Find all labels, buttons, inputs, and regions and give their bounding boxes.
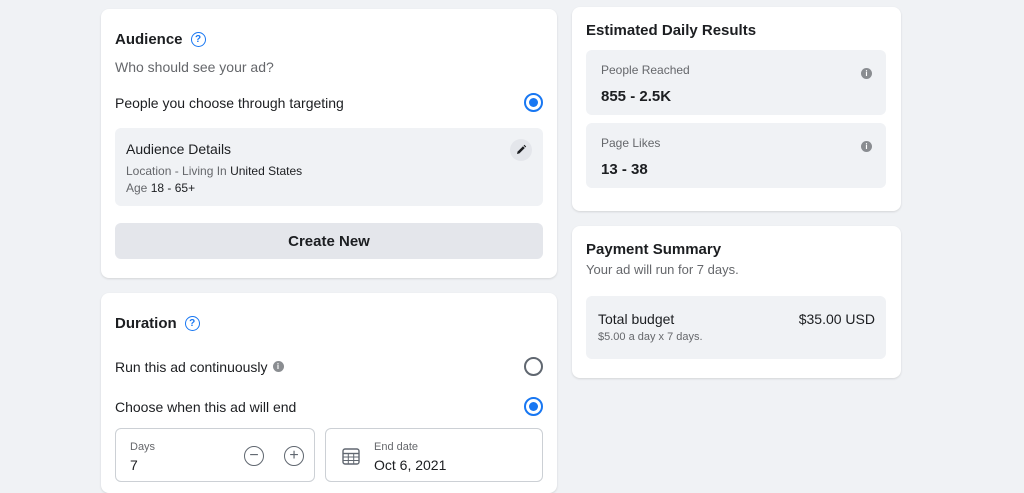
- continuous-option-text: Run this ad continuously: [115, 358, 268, 375]
- create-new-button[interactable]: Create New: [115, 223, 543, 259]
- pencil-icon: [517, 144, 527, 154]
- calendar-icon: [342, 448, 360, 465]
- info-icon[interactable]: i: [861, 141, 872, 152]
- minus-icon[interactable]: −: [244, 446, 264, 466]
- continuous-option-label: Run this ad continuously i: [115, 359, 284, 375]
- end-date-option[interactable]: Choose when this ad will end: [115, 397, 543, 416]
- targeting-option-label: People you choose through targeting: [115, 94, 344, 111]
- payment-summary-subtitle: Your ad will run for 7 days.: [586, 262, 739, 277]
- estimated-results-card: Estimated Daily Results People Reached 8…: [572, 7, 901, 211]
- audience-age: Age 18 - 65+: [126, 181, 195, 195]
- people-reached-box: People Reached 855 - 2.5K i: [586, 50, 886, 115]
- estimated-results-title: Estimated Daily Results: [586, 22, 757, 39]
- duration-card: Duration ? Run this ad continuously i Ch…: [101, 293, 557, 493]
- duration-title-row: Duration ?: [115, 315, 200, 332]
- total-budget-box: Total budget $35.00 USD $5.00 a day x 7 …: [586, 296, 886, 359]
- end-date-radio[interactable]: [524, 397, 543, 416]
- audience-details-heading: Audience Details: [126, 141, 232, 157]
- budget-breakdown: $5.00 a day x 7 days.: [598, 331, 703, 343]
- days-label: Days: [130, 441, 156, 453]
- days-value[interactable]: 7: [130, 457, 138, 473]
- location-value: United States: [230, 164, 303, 178]
- targeting-radio[interactable]: [524, 93, 543, 112]
- edit-audience-button[interactable]: [510, 139, 532, 161]
- audience-subtitle: Who should see your ad?: [115, 59, 274, 75]
- info-icon[interactable]: i: [861, 68, 872, 79]
- duration-title: Duration: [115, 315, 177, 332]
- total-budget-label: Total budget: [598, 311, 675, 327]
- total-budget-value: $35.00 USD: [798, 311, 875, 327]
- continuous-radio[interactable]: [524, 357, 543, 376]
- end-date-field[interactable]: End date Oct 6, 2021: [325, 428, 543, 482]
- end-date-option-label: Choose when this ad will end: [115, 398, 297, 415]
- days-field[interactable]: Days 7 − +: [115, 428, 315, 482]
- help-icon[interactable]: ?: [184, 316, 200, 331]
- age-value: 18 - 65+: [150, 181, 196, 195]
- people-reached-label: People Reached: [601, 63, 690, 77]
- plus-icon[interactable]: +: [284, 446, 304, 466]
- age-prefix: Age: [126, 181, 148, 195]
- continuous-option[interactable]: Run this ad continuously i: [115, 357, 543, 376]
- audience-title-row: Audience ?: [115, 31, 206, 48]
- page-likes-value: 13 - 38: [601, 161, 648, 178]
- info-icon[interactable]: i: [272, 361, 284, 372]
- help-icon[interactable]: ?: [190, 32, 206, 47]
- page-likes-label: Page Likes: [601, 136, 661, 150]
- location-prefix: Location - Living In: [126, 164, 227, 178]
- end-date-label: End date: [374, 441, 419, 453]
- payment-summary-card: Payment Summary Your ad will run for 7 d…: [572, 226, 901, 378]
- audience-location: Location - Living In United States: [126, 164, 302, 178]
- audience-details-box: Audience Details Location - Living In Un…: [115, 128, 543, 206]
- targeting-option[interactable]: People you choose through targeting: [115, 93, 543, 112]
- audience-card: Audience ? Who should see your ad? Peopl…: [101, 9, 557, 278]
- payment-summary-title: Payment Summary: [586, 241, 722, 258]
- page-likes-box: Page Likes 13 - 38 i: [586, 123, 886, 188]
- end-date-value[interactable]: Oct 6, 2021: [374, 457, 447, 473]
- people-reached-value: 855 - 2.5K: [601, 88, 672, 105]
- audience-title: Audience: [115, 31, 183, 48]
